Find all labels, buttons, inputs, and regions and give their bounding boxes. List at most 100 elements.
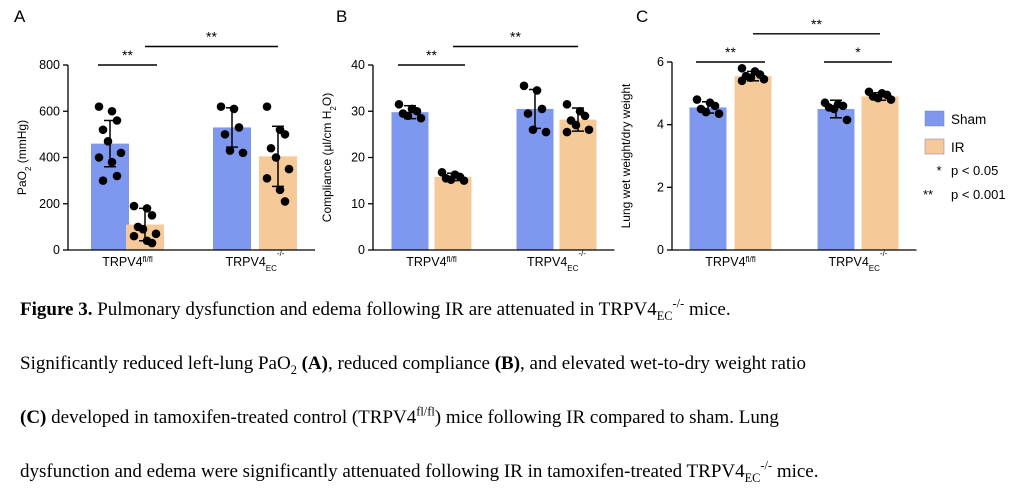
data-point xyxy=(842,115,852,125)
data-point xyxy=(701,107,711,117)
data-point xyxy=(571,120,581,130)
data-point xyxy=(271,153,281,162)
caption-title: Figure 3. xyxy=(20,299,93,320)
panel-letter: C xyxy=(636,7,648,26)
data-point xyxy=(107,157,117,167)
panel-a: A PaO2 (mmHg) TRPV4fl/fl TRPV4EC-/- 0 200 400 6… xyxy=(14,7,315,273)
data-point xyxy=(759,74,769,84)
y-tick-label: 6 xyxy=(657,55,664,69)
y-axis-label: PaO2 (mmHg) xyxy=(15,120,33,195)
bar-sham-2 xyxy=(817,109,855,250)
data-point xyxy=(234,123,244,132)
x-tick-label: TRPV4EC-/- xyxy=(226,249,285,273)
y-tick-label: 400 xyxy=(39,151,60,165)
data-point xyxy=(873,93,883,103)
x-tick-label: TRPV4fl/fl xyxy=(102,255,153,270)
data-point xyxy=(220,130,230,139)
panel-letter: B xyxy=(336,7,347,26)
y-tick-label: 0 xyxy=(657,243,664,257)
data-point xyxy=(107,106,117,116)
legend-label: IR xyxy=(951,140,965,155)
y-tick-label: 0 xyxy=(53,243,60,257)
y-tick-label: 200 xyxy=(39,197,60,211)
data-point xyxy=(262,174,272,183)
caption-line-4: dysfunction and edema were significantly… xyxy=(20,458,819,485)
caption-line-2: Significantly reduced left-lung PaO2 (A)… xyxy=(20,353,806,377)
data-point xyxy=(225,146,235,155)
y-tick-label: 600 xyxy=(39,104,60,118)
data-point xyxy=(519,81,529,91)
data-point xyxy=(280,130,290,139)
y-tick-label: 20 xyxy=(351,151,365,165)
data-point xyxy=(112,116,122,125)
data-point xyxy=(541,127,551,137)
data-point xyxy=(98,125,108,135)
bar-sham-1 xyxy=(689,107,727,250)
data-point xyxy=(580,111,590,121)
data-point xyxy=(238,148,248,158)
data-point xyxy=(737,63,747,73)
bar-ir-2 xyxy=(559,119,597,250)
data-point xyxy=(537,104,547,114)
significance-label: ** xyxy=(811,16,822,32)
bar-ir-1 xyxy=(734,76,772,250)
data-point xyxy=(838,101,848,111)
data-point xyxy=(692,95,702,104)
data-point xyxy=(886,95,896,104)
y-tick-label: 40 xyxy=(351,58,365,72)
data-point xyxy=(532,86,542,95)
caption-line-1: Figure 3. Pulmonary dysfunction and edem… xyxy=(20,296,731,323)
data-point xyxy=(280,197,290,206)
y-tick-label: 10 xyxy=(351,197,365,211)
panel-b: B Compliance (µl/cm H2O) TRPV4fl/fl TRPV4EC… xyxy=(320,7,615,273)
data-point xyxy=(147,211,157,220)
y-axis-label: Compliance (µl/cm H2O) xyxy=(320,93,338,222)
y-tick-label: 800 xyxy=(39,58,60,72)
data-point xyxy=(746,73,756,82)
data-point xyxy=(710,101,720,111)
data-point xyxy=(98,176,108,185)
significance-label: ** xyxy=(510,29,521,45)
data-point xyxy=(394,100,404,109)
legend: Sham IR * p < 0.05 ** p < 0.001 xyxy=(923,110,1006,202)
data-point xyxy=(151,229,161,239)
data-point xyxy=(112,171,122,181)
x-tick-label: TRPV4fl/fl xyxy=(406,255,457,270)
data-point xyxy=(116,148,126,158)
data-point xyxy=(528,125,538,135)
significance-label: * xyxy=(855,44,861,60)
data-point xyxy=(284,164,294,174)
legend-sig-label: p < 0.001 xyxy=(951,187,1006,202)
data-point xyxy=(147,238,157,248)
significance-label: ** xyxy=(426,47,437,63)
data-point xyxy=(416,113,426,123)
legend-swatch-ir xyxy=(924,138,945,155)
data-point xyxy=(103,137,113,146)
x-tick-label: TRPV4EC-/- xyxy=(527,249,586,273)
y-tick-label: 4 xyxy=(657,118,664,132)
data-point xyxy=(94,153,104,162)
data-point xyxy=(216,102,226,111)
panel-c: C Lung wet weight/dry weight TRPV4fl/fl TRP… xyxy=(619,7,917,273)
bar-ir-1 xyxy=(434,176,472,250)
data-point xyxy=(412,106,422,116)
y-tick-label: 2 xyxy=(657,180,664,194)
legend-sig-mark: * xyxy=(936,163,941,178)
significance-label: ** xyxy=(206,29,217,45)
data-point xyxy=(275,185,285,195)
data-point xyxy=(138,224,148,234)
panel-letter: A xyxy=(14,7,26,26)
significance-label: ** xyxy=(725,44,736,60)
data-point xyxy=(262,102,272,111)
legend-sig-label: p < 0.05 xyxy=(951,163,998,178)
y-tick-label: 0 xyxy=(358,243,365,257)
data-point xyxy=(737,76,747,86)
data-point xyxy=(714,109,724,118)
data-point xyxy=(459,176,469,185)
legend-sig-mark: ** xyxy=(923,187,933,202)
bar-ir-2 xyxy=(861,96,899,250)
caption-line-3: (C) developed in tamoxifen-treated contr… xyxy=(20,404,779,428)
y-tick-label: 30 xyxy=(351,104,365,118)
x-tick-label: TRPV4fl/fl xyxy=(705,255,756,270)
data-point xyxy=(229,104,239,114)
